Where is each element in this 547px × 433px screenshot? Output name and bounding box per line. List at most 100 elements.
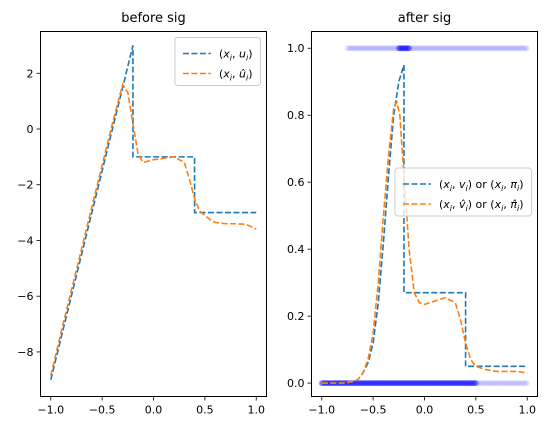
scatter-point (481, 380, 488, 387)
scatter-point (411, 380, 418, 387)
scatter-point (462, 380, 469, 387)
scatter-point (513, 380, 520, 387)
scatter-point (470, 45, 477, 52)
x-axis-after-sig: −1.0 −0.5 0.0 0.5 1.0 (308, 396, 536, 417)
scatter-point (512, 45, 519, 52)
legend-label-1: (xi, vi) or (xi, πi) (439, 178, 524, 193)
scatter-point (326, 380, 333, 387)
scatter-point (349, 45, 356, 52)
scatter-point (474, 45, 481, 52)
scatter-point (352, 380, 359, 387)
scatter-point (481, 45, 488, 52)
scatter-point (375, 45, 382, 52)
scatter-point (455, 380, 462, 387)
scatter-point (361, 380, 368, 387)
scatter-point (497, 380, 504, 387)
scatter-point (505, 380, 512, 387)
scatter-point (381, 45, 388, 52)
scatter-point (446, 380, 453, 387)
scatter-point (468, 380, 475, 387)
scatter-point (506, 380, 513, 387)
scatter-point (390, 45, 397, 52)
scatter-point (365, 380, 372, 387)
scatter-point (466, 45, 473, 52)
scatter-point (431, 45, 438, 52)
x-tick-label: 0.5 (467, 404, 485, 417)
scatter-point (440, 45, 447, 52)
y-axis-after-sig: 0.0 0.2 0.4 0.6 0.8 1.0 (287, 42, 312, 390)
scatter-point (471, 380, 478, 387)
scatter-point (457, 45, 464, 52)
scatter-point (379, 45, 386, 52)
scatter-point (370, 380, 377, 387)
scatter-point (408, 45, 415, 52)
scatter-point (461, 380, 468, 387)
scatter-point (486, 380, 493, 387)
scatter-point (355, 380, 362, 387)
scatter-point (463, 45, 470, 52)
scatter-point (452, 380, 459, 387)
scatter-point (420, 45, 427, 52)
scatter-point (449, 45, 456, 52)
scatter-point (521, 380, 528, 387)
scatter-point (447, 45, 454, 52)
scatter-point (483, 45, 490, 52)
chart-before-sig: before sig −1.0 −0.5 0.0 0.5 1.0 20−2−4−6−8 … (17, 11, 267, 417)
scatter-point (376, 380, 383, 387)
scatter-point (345, 45, 352, 52)
scatter-point (436, 45, 443, 52)
scatter-point (466, 380, 473, 387)
legend-label-2: (xi, ûi) (219, 68, 253, 83)
scatter-point (393, 45, 400, 52)
scatter-point (524, 380, 531, 387)
scatter-point (444, 380, 451, 387)
scatter-point (353, 380, 360, 387)
scatter-point (445, 45, 452, 52)
chart-after-sig: after sig −1.0 −0.5 0.0 0.5 1.0 0.0 0.2 0.4 0.6… (287, 11, 538, 417)
scatter-point (492, 45, 499, 52)
scatter-point (515, 45, 522, 52)
scatter-point (406, 380, 413, 387)
scatter-point (371, 380, 378, 387)
scatter-point (424, 380, 431, 387)
scatter-point (368, 45, 375, 52)
scatter-point (425, 380, 432, 387)
scatter-point (389, 380, 396, 387)
scatter-point (434, 45, 441, 52)
scatter-point (502, 45, 509, 52)
x-tick-label: 0.0 (145, 404, 163, 417)
y-tick-label: 0 (27, 123, 34, 136)
scatter-point (511, 380, 518, 387)
scatter-point (467, 45, 474, 52)
scatter-point (515, 380, 522, 387)
scatter-point (517, 45, 524, 52)
legend-before-sig: (xi, ui) (xi, ûi) (174, 37, 261, 86)
scatter-point (425, 45, 432, 52)
scatter-point (398, 45, 405, 52)
scatter-point (448, 45, 455, 52)
scatter-point (485, 45, 492, 52)
scatter-point (509, 380, 516, 387)
scatter-point (454, 45, 461, 52)
series-line-2 (321, 99, 528, 384)
scatter-point (451, 45, 458, 52)
scatter-point (501, 45, 508, 52)
scatter-point (395, 380, 402, 387)
scatter-point (430, 380, 437, 387)
scatter-point (480, 45, 487, 52)
scatter-point (433, 380, 440, 387)
x-tick-label: 1.0 (247, 404, 265, 417)
y-tick-label: 0.2 (287, 310, 305, 323)
scatter-point (406, 45, 413, 52)
scatter-point (374, 380, 381, 387)
scatter-point (367, 45, 374, 52)
scatter-point (462, 45, 469, 52)
scatter-point (333, 380, 340, 387)
scatter-point (422, 380, 429, 387)
scatter-point (511, 45, 518, 52)
y-tick-label: 0.0 (287, 377, 305, 390)
scatter-point (522, 380, 529, 387)
scatter-point (522, 45, 529, 52)
scatter-point (353, 45, 360, 52)
scatter-point (474, 380, 481, 387)
